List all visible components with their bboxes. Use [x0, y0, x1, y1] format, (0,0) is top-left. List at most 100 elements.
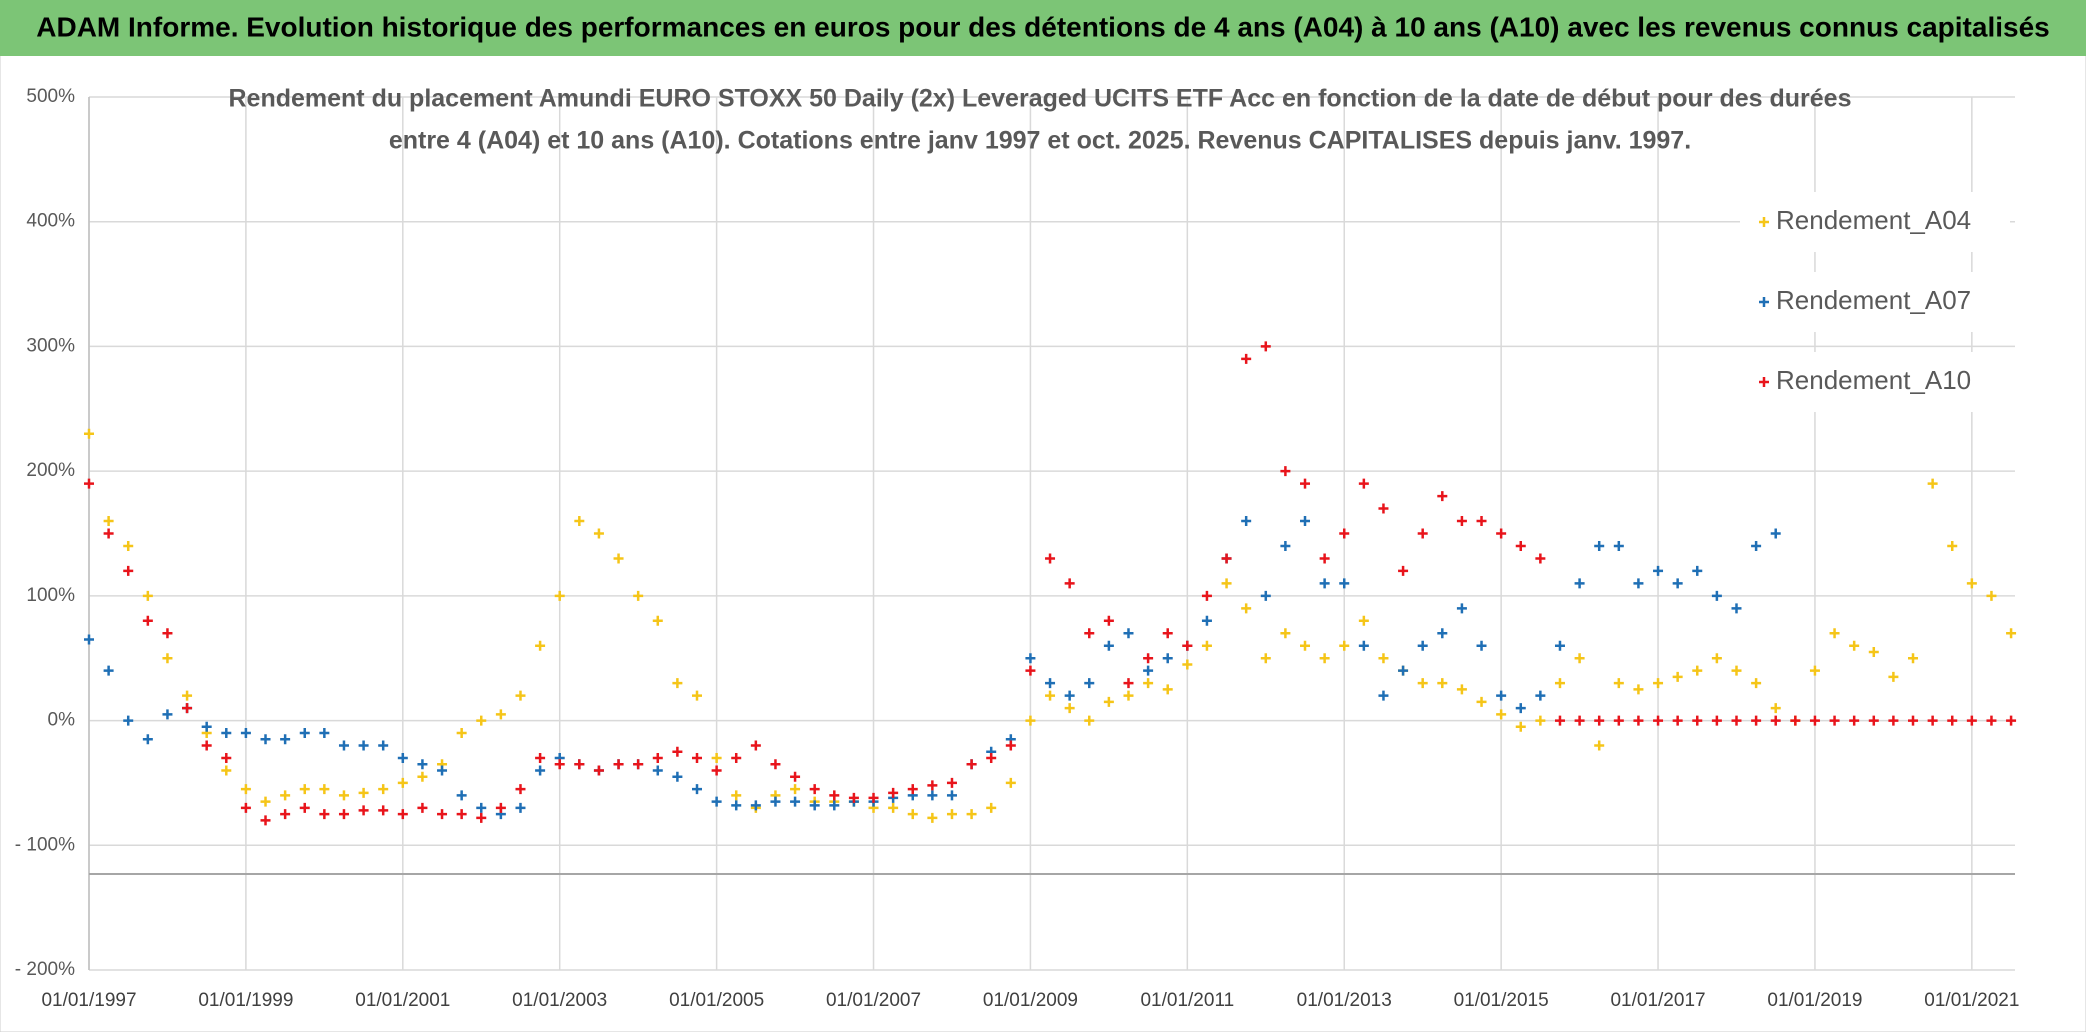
data-point [1692, 665, 1703, 676]
data-point [946, 790, 957, 801]
data-point [515, 784, 526, 795]
data-point [1378, 653, 1389, 664]
data-point [1162, 653, 1173, 664]
data-point [535, 640, 546, 651]
data-point [692, 690, 703, 701]
data-point [633, 759, 644, 770]
data-point [1437, 491, 1448, 502]
data-point [809, 800, 820, 811]
data-point [437, 765, 448, 776]
data-point [1162, 628, 1173, 639]
data-point [1045, 690, 1056, 701]
data-point [1260, 341, 1271, 352]
data-point [1653, 678, 1664, 689]
data-point [280, 734, 291, 745]
data-point [711, 765, 722, 776]
data-point [338, 809, 349, 820]
data-point [672, 771, 683, 782]
data-point [535, 752, 546, 763]
data-point [829, 790, 840, 801]
data-point [1260, 653, 1271, 664]
data-point [1201, 640, 1212, 651]
data-point [1908, 715, 1919, 726]
data-point [1319, 553, 1330, 564]
data-point [201, 721, 212, 732]
data-point [1162, 684, 1173, 695]
data-point [574, 516, 585, 527]
x-tick-label: 01/01/2019 [1767, 990, 1862, 1011]
data-point [1417, 678, 1428, 689]
data-point [1201, 615, 1212, 626]
data-point [1103, 696, 1114, 707]
data-point [397, 809, 408, 820]
data-point [1045, 678, 1056, 689]
data-point [378, 784, 389, 795]
data-point [1005, 740, 1016, 751]
y-tick-label: - 100% [15, 834, 75, 855]
data-point [1829, 628, 1840, 639]
data-point [1221, 578, 1232, 589]
data-point [1672, 578, 1683, 589]
data-point [1613, 540, 1624, 551]
data-point [1574, 715, 1585, 726]
x-tick-label: 01/01/1997 [41, 990, 136, 1011]
data-point [652, 615, 663, 626]
data-point [1437, 678, 1448, 689]
data-point [1103, 640, 1114, 651]
data-point [692, 752, 703, 763]
data-point [162, 628, 173, 639]
data-point [397, 777, 408, 788]
x-tick-label: 01/01/2001 [355, 990, 450, 1011]
legend-box [1740, 192, 2010, 252]
data-point [1927, 715, 1938, 726]
data-point [1025, 653, 1036, 664]
data-point [142, 615, 153, 626]
data-point [221, 752, 232, 763]
data-point [1594, 740, 1605, 751]
data-point [1731, 665, 1742, 676]
data-point [515, 802, 526, 813]
data-point [319, 784, 330, 795]
data-point [1241, 516, 1252, 527]
data-point [1358, 478, 1369, 489]
data-point [1280, 540, 1291, 551]
data-point [378, 805, 389, 816]
y-tick-label: - 200% [15, 959, 75, 980]
data-point [1300, 478, 1311, 489]
data-point [221, 728, 232, 739]
data-point [1339, 528, 1350, 539]
data-point [907, 784, 918, 795]
data-point [1398, 565, 1409, 576]
data-point [1868, 646, 1879, 657]
data-point [358, 740, 369, 751]
data-point [1143, 665, 1154, 676]
data-point [1300, 516, 1311, 527]
data-point [711, 752, 722, 763]
data-point [1751, 540, 1762, 551]
data-point [338, 740, 349, 751]
data-point [280, 809, 291, 820]
data-point [731, 752, 742, 763]
data-point [1260, 590, 1271, 601]
data-point [1653, 565, 1664, 576]
data-point [770, 759, 781, 770]
data-point [1770, 528, 1781, 539]
data-point [731, 800, 742, 811]
data-point [280, 790, 291, 801]
data-point [1045, 553, 1056, 564]
data-point [1300, 640, 1311, 651]
data-point [1064, 703, 1075, 714]
y-tick-label: 300% [26, 335, 75, 356]
legend-label: Rendement_A07 [1776, 285, 1971, 315]
data-point [103, 665, 114, 676]
data-point [1417, 528, 1428, 539]
data-point [1633, 715, 1644, 726]
data-point [790, 771, 801, 782]
data-point [456, 728, 467, 739]
data-point [1672, 671, 1683, 682]
y-tick-label: 100% [26, 585, 75, 606]
data-point [476, 802, 487, 813]
data-point [613, 553, 624, 564]
data-point [1966, 578, 1977, 589]
